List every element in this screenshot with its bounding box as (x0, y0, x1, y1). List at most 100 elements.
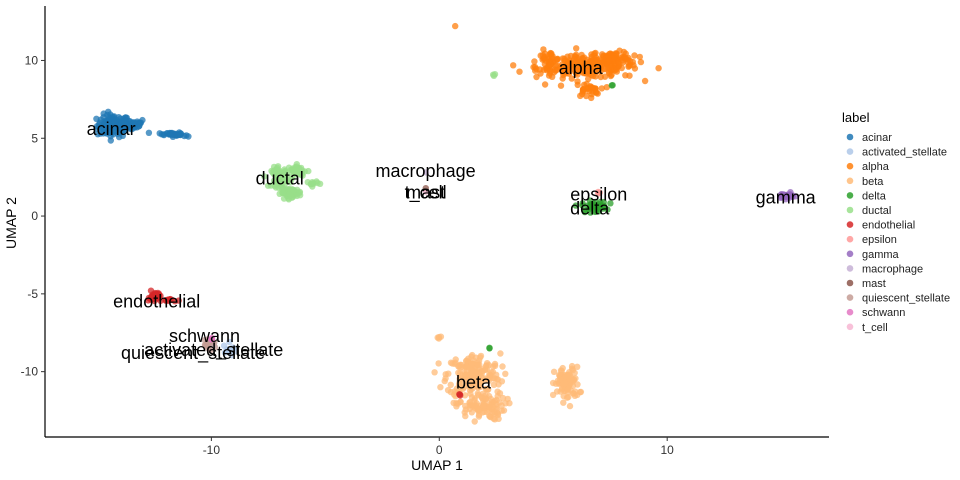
cluster-epsilon (594, 188, 603, 197)
data-point (619, 59, 627, 66)
data-point (560, 399, 567, 406)
legend-label: delta (862, 190, 887, 202)
legend-item: ductal (846, 205, 891, 217)
data-point (561, 380, 568, 387)
data-point (118, 123, 125, 130)
legend-swatch (846, 133, 854, 141)
legend-label: mast (862, 278, 886, 290)
data-point (552, 62, 559, 69)
cluster-acinar (93, 108, 192, 144)
data-point (457, 392, 464, 399)
data-point (540, 66, 548, 73)
data-point (450, 399, 457, 407)
data-point (530, 63, 537, 71)
data-point (466, 364, 473, 371)
data-point (316, 180, 324, 187)
data-point (155, 293, 162, 300)
y-tick-label: 10 (25, 53, 39, 67)
data-point (593, 61, 600, 68)
data-point (593, 89, 600, 96)
points-layer (93, 22, 799, 425)
data-point (455, 363, 462, 370)
legend-swatch (846, 308, 854, 316)
data-point (486, 403, 493, 411)
cluster-alpha (452, 22, 662, 102)
data-point (603, 84, 610, 91)
data-point (97, 130, 104, 137)
y-tick-label: 5 (31, 131, 38, 145)
data-point (462, 406, 469, 413)
legend-swatch (846, 235, 854, 243)
data-point (289, 173, 296, 181)
legend-item: alpha (846, 161, 890, 173)
data-point (497, 350, 504, 357)
legend-item: endothelial (846, 220, 915, 232)
data-point (570, 390, 577, 397)
data-point (579, 202, 586, 209)
cluster-label: epsilon (570, 184, 627, 204)
data-point (581, 208, 588, 216)
data-point (590, 202, 598, 209)
data-point (550, 368, 558, 375)
data-point (482, 395, 490, 402)
data-point (422, 169, 430, 176)
data-point (590, 72, 597, 80)
cluster-label: acinar (87, 119, 136, 139)
data-point (510, 62, 517, 69)
legend-item: gamma (846, 249, 900, 261)
data-point (272, 174, 280, 182)
legend-swatch (846, 250, 854, 258)
cluster-label: schwann (169, 326, 240, 346)
data-point (437, 384, 444, 391)
legend-item: activated_stellate (846, 147, 947, 159)
x-tick-label: 10 (661, 443, 675, 457)
data-point (630, 62, 637, 69)
data-point (787, 192, 794, 199)
data-point (136, 120, 144, 127)
legend-label: epsilon (862, 234, 897, 246)
data-point (463, 357, 470, 365)
y-tick-label: -5 (27, 287, 38, 301)
data-point (608, 82, 615, 89)
data-point (431, 369, 438, 376)
data-point (474, 390, 481, 397)
data-point (552, 380, 560, 387)
legend-item: macrophage (846, 263, 923, 275)
data-point (531, 58, 538, 65)
cluster-label: t_cell (405, 183, 447, 204)
legend-item: acinar (846, 132, 892, 144)
data-point (226, 338, 233, 346)
data-point (545, 72, 553, 79)
data-point (583, 92, 590, 100)
data-point (568, 75, 575, 82)
data-point (490, 71, 497, 78)
data-point (445, 370, 452, 377)
data-point (456, 378, 463, 385)
data-point (484, 360, 491, 367)
legend-swatch (846, 323, 854, 331)
legend-label: macrophage (862, 263, 923, 275)
data-point (502, 370, 509, 377)
data-point (480, 402, 487, 409)
legend-label: activated_stellate (862, 147, 947, 159)
cluster-gamma (777, 189, 799, 203)
data-point (229, 344, 237, 351)
data-point (573, 45, 580, 52)
legend-label: t_cell (862, 322, 888, 334)
legend-item: delta (846, 190, 887, 202)
data-point (597, 73, 604, 81)
data-point (564, 385, 572, 393)
cluster-label: mast (406, 183, 445, 203)
data-point (549, 52, 556, 60)
data-point (435, 335, 443, 342)
legend-swatch (846, 265, 854, 272)
data-point (282, 168, 289, 175)
data-point (103, 124, 111, 132)
data-point (564, 53, 571, 60)
y-tick-label: -10 (21, 365, 39, 379)
legend-label: alpha (862, 161, 890, 173)
cluster-label: gamma (756, 187, 817, 207)
data-point (145, 129, 153, 136)
legend-swatch (846, 221, 854, 228)
